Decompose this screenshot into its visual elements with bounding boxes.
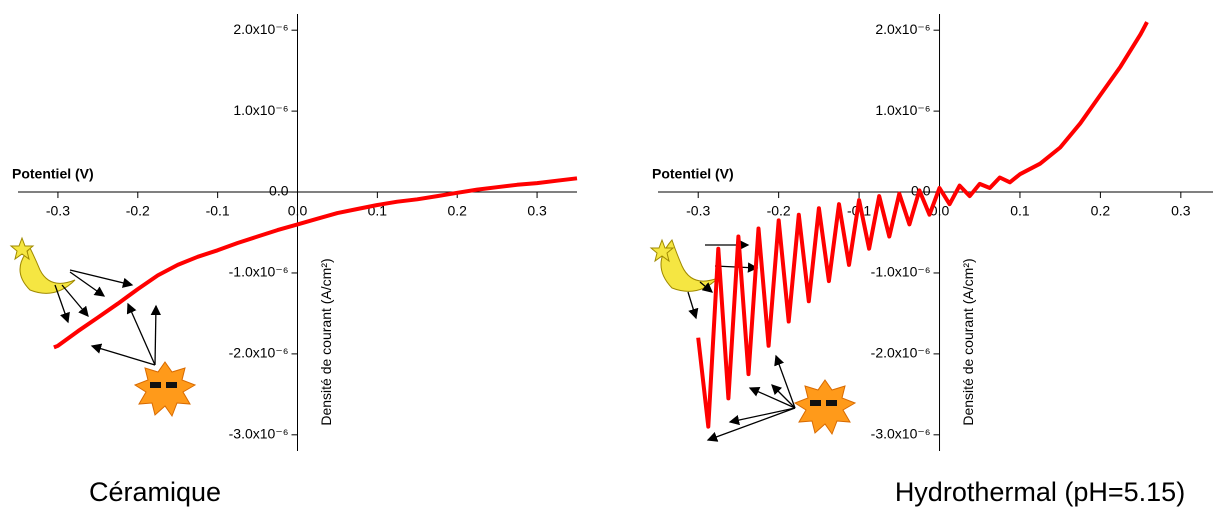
x-tick-label: 0.1 (1010, 203, 1030, 219)
data-line (53, 176, 578, 350)
sun-icon (793, 379, 857, 436)
x-axis-label: Potentiel (V) (12, 166, 94, 182)
y-tick-label: -2.0x10⁻⁶ (229, 345, 289, 361)
x-tick-label: -0.3 (46, 203, 70, 219)
x-tick-label: -0.2 (767, 203, 791, 219)
y-tick-label: -1.0x10⁻⁶ (871, 264, 931, 280)
y-tick-label: -3.0x10⁻⁶ (229, 426, 289, 442)
y-tick-label: -1.0x10⁻⁶ (229, 264, 289, 280)
chart-title: Hydrothermal (pH=5.15) (895, 477, 1185, 507)
arrows (54, 269, 162, 366)
chart-title: Céramique (89, 477, 221, 507)
y-tick-label: -2.0x10⁻⁶ (871, 345, 931, 361)
y-axis-label: Densité de courant (A/cm²) (318, 258, 334, 425)
x-tick-label: 0.2 (447, 203, 467, 219)
x-tick-label: 0.3 (527, 203, 547, 219)
y-tick-label: 0.0 (269, 183, 289, 199)
x-tick-label: 0.3 (1171, 203, 1191, 219)
y-tick-label: 2.0x10⁻⁶ (233, 21, 288, 37)
x-tick-label: -0.2 (126, 203, 150, 219)
x-tick-label: 0.0 (930, 203, 950, 219)
moon-icon (649, 238, 719, 292)
y-tick-label: -3.0x10⁻⁶ (871, 426, 931, 442)
x-tick-label: 0.2 (1091, 203, 1111, 219)
moon-icon (9, 236, 76, 294)
y-tick-label: 1.0x10⁻⁶ (875, 102, 930, 118)
x-axis-label: Potentiel (V) (652, 166, 734, 182)
x-tick-label: -0.3 (686, 203, 710, 219)
sun-icon (133, 361, 197, 418)
y-tick-label: 2.0x10⁻⁶ (875, 21, 930, 37)
y-tick-label: 1.0x10⁻⁶ (233, 102, 288, 118)
data-line (696, 21, 1149, 429)
x-tick-label: 0.0 (288, 203, 308, 219)
y-axis-label: Densité de courant (A/cm²) (960, 258, 976, 425)
x-tick-label: -0.1 (206, 203, 230, 219)
